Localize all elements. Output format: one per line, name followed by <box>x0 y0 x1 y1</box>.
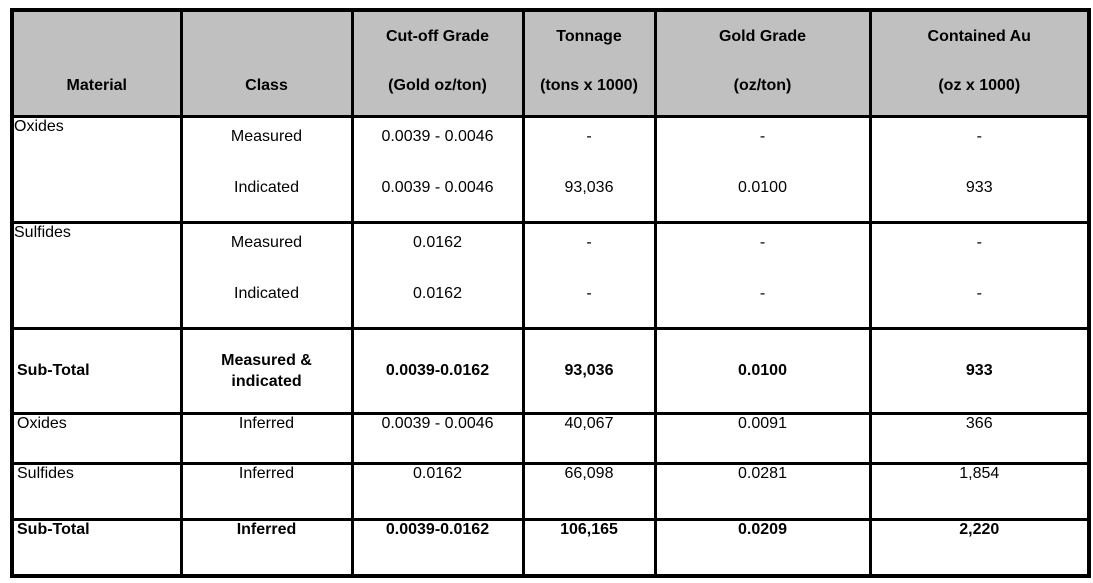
grade-cell: 0.0100 <box>653 326 872 415</box>
contained-cell: 933 <box>868 326 1091 415</box>
class-cell: Inferred <box>179 411 354 465</box>
header-cell-gold-grade: Gold Grade (oz/ton) <box>653 8 872 118</box>
grade-cell: - - <box>653 220 872 330</box>
material-cell: Oxides <box>10 411 183 465</box>
header-cutoff-title: Cut-off Grade <box>385 28 490 45</box>
grade-cell: 0.0091 <box>653 411 872 465</box>
header-cell-tonnage: Tonnage (tons x 1000) <box>521 8 657 118</box>
header-gold-grade-title: Gold Grade <box>718 28 807 45</box>
tonnage-measured: - <box>586 233 592 251</box>
grade-indicated: 0.0100 <box>738 178 787 196</box>
grade-measured: - <box>759 127 766 145</box>
class-indicated: Indicated <box>234 178 299 196</box>
tonnage-measured: - <box>586 127 592 145</box>
header-cell-material: Material <box>10 8 183 118</box>
header-cutoff-unit: (Gold oz/ton) <box>388 77 487 94</box>
table-row-oxides-group: Oxides Measured Indicated 0.0039 - 0.004… <box>10 114 1091 224</box>
cutoff-cell: 0.0039-0.0162 <box>350 517 525 578</box>
class-cell: Measured & indicated <box>179 326 354 415</box>
header-contained-au-title: Contained Au <box>927 28 1031 45</box>
tonnage-indicated: 93,036 <box>564 178 614 196</box>
cutoff-cell: 0.0039-0.0162 <box>350 326 525 415</box>
tonnage-cell: 66,098 <box>521 461 657 521</box>
class-indicated: Indicated <box>234 284 299 302</box>
header-class-label: Class <box>245 77 288 94</box>
contained-cell: 2,220 <box>868 517 1091 578</box>
contained-measured: - <box>976 233 982 251</box>
material-cell: Sulfides <box>10 220 183 330</box>
header-gold-grade-unit: (oz/ton) <box>733 77 792 94</box>
header-cell-cutoff-grade: Cut-off Grade (Gold oz/ton) <box>350 8 525 118</box>
class-cell: Measured Indicated <box>179 114 354 224</box>
contained-indicated: - <box>976 284 982 302</box>
tonnage-cell: 40,067 <box>521 411 657 465</box>
grade-measured: - <box>759 233 766 251</box>
cutoff-cell: 0.0162 0.0162 <box>350 220 525 330</box>
table-row-subtotal-inferred: Sub-Total Inferred 0.0039-0.0162 106,165… <box>10 517 1091 578</box>
table-row-sulfides-inferred: Sulfides Inferred 0.0162 66,098 0.0281 1… <box>10 461 1091 521</box>
table-row-oxides-inferred: Oxides Inferred 0.0039 - 0.0046 40,067 0… <box>10 411 1091 465</box>
header-cell-contained-au: Contained Au (oz x 1000) <box>868 8 1091 118</box>
contained-cell: 1,854 <box>868 461 1091 521</box>
material-cell: Sub-Total <box>10 517 183 578</box>
grade-indicated: - <box>759 284 766 302</box>
header-class-line1 <box>184 26 349 48</box>
grade-cell: 0.0281 <box>653 461 872 521</box>
class-cell: Measured Indicated <box>179 220 354 330</box>
header-contained-au-unit: (oz x 1000) <box>938 77 1021 94</box>
contained-measured: - <box>976 127 982 145</box>
grade-cell: 0.0209 <box>653 517 872 578</box>
cutoff-cell: 0.0039 - 0.0046 <box>350 411 525 465</box>
tonnage-cell: - 93,036 <box>521 114 657 224</box>
header-cell-class: Class <box>179 8 354 118</box>
cutoff-cell: 0.0162 <box>350 461 525 521</box>
cutoff-cell: 0.0039 - 0.0046 0.0039 - 0.0046 <box>350 114 525 224</box>
tonnage-cell: 93,036 <box>521 326 657 415</box>
header-tonnage-title: Tonnage <box>556 28 622 45</box>
grade-cell: - 0.0100 <box>653 114 872 224</box>
cutoff-measured: 0.0039 - 0.0046 <box>381 127 494 145</box>
header-tonnage-unit: (tons x 1000) <box>540 77 638 94</box>
header-material-label: Material <box>66 77 127 94</box>
table-row-subtotal-measured-indicated: Sub-Total Measured & indicated 0.0039-0.… <box>10 326 1091 415</box>
header-material-line1 <box>15 26 178 48</box>
cutoff-indicated: 0.0039 - 0.0046 <box>381 178 494 196</box>
class-cell: Inferred <box>179 517 354 578</box>
class-measured: Measured <box>230 127 303 145</box>
contained-cell: - 933 <box>868 114 1091 224</box>
contained-cell: - - <box>868 220 1091 330</box>
material-cell: Oxides <box>10 114 183 224</box>
class-measured: Measured <box>230 233 303 251</box>
material-cell: Sulfides <box>10 461 183 521</box>
contained-cell: 366 <box>868 411 1091 465</box>
tonnage-cell: - - <box>521 220 657 330</box>
contained-indicated: 933 <box>965 178 993 196</box>
cutoff-indicated: 0.0162 <box>413 284 462 302</box>
tonnage-indicated: - <box>586 284 592 302</box>
class-label: Measured & indicated <box>221 351 312 390</box>
mineral-resource-table: Material Class Cut-off Grade (Gold oz/to… <box>10 8 1091 578</box>
material-cell: Sub-Total <box>10 326 183 415</box>
cutoff-measured: 0.0162 <box>413 233 462 251</box>
header-row: Material Class Cut-off Grade (Gold oz/to… <box>10 8 1091 118</box>
table-row-sulfides-group: Sulfides Measured Indicated 0.0162 0.016… <box>10 220 1091 330</box>
class-cell: Inferred <box>179 461 354 521</box>
tonnage-cell: 106,165 <box>521 517 657 578</box>
